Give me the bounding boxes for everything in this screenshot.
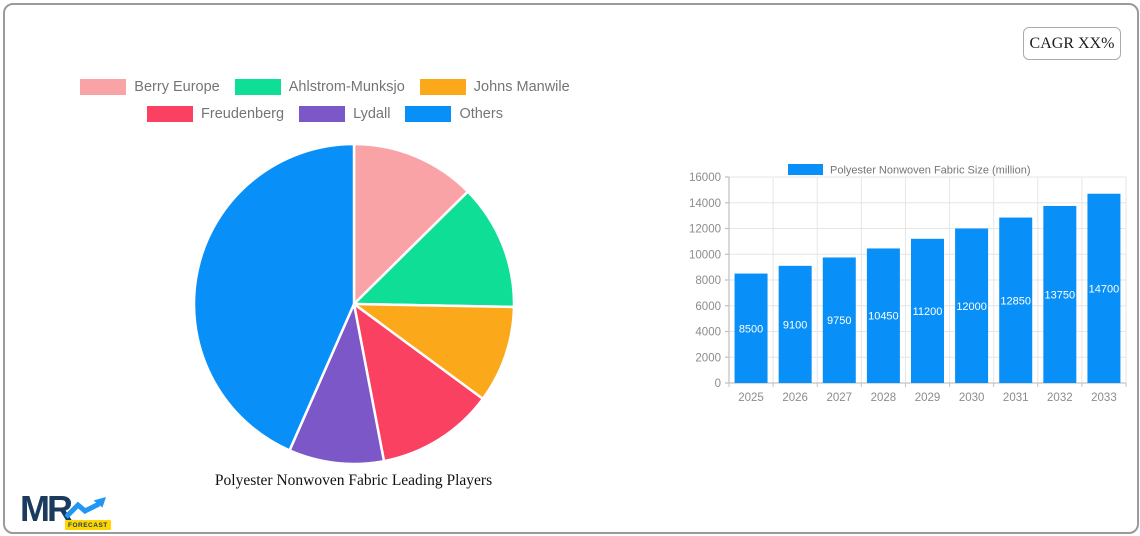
- legend-label: Others: [459, 106, 503, 122]
- logo-text-mr: MR: [20, 488, 73, 529]
- bar-value-label: 12850: [1000, 295, 1031, 307]
- y-tick-label: 4000: [695, 327, 721, 339]
- bar-value-label: 12000: [956, 301, 987, 313]
- legend-swatch: [405, 106, 452, 122]
- legend-label: Lydall: [353, 106, 391, 122]
- bar-value-label: 9100: [783, 319, 807, 331]
- bar-2033: [1087, 193, 1121, 383]
- y-tick-label: 12000: [689, 224, 721, 236]
- legend-label: Ahlstrom-Munksjo: [288, 79, 405, 95]
- bar-legend-swatch[interactable]: [788, 164, 823, 175]
- bar-value-label: 8500: [739, 323, 763, 335]
- cagr-button[interactable]: CAGR XX%: [1023, 27, 1121, 60]
- bar-value-label: 13750: [1045, 289, 1076, 301]
- legend-swatch: [419, 79, 466, 95]
- pie-slice-berry-europe: [352, 142, 470, 306]
- x-tick-label: 2027: [826, 392, 852, 404]
- y-tick-label: 8000: [695, 275, 721, 287]
- mr-forecast-logo: MR FORECAST: [20, 488, 111, 536]
- legend-item-lydall[interactable]: Lydall: [299, 106, 390, 122]
- bar-value-label: 11200: [913, 306, 943, 318]
- pie-legend-row: Berry Europe Ahlstrom-Munksjo Johns Manwil…: [80, 79, 570, 95]
- legend-item-johns-manwile[interactable]: Johns Manwile: [419, 79, 570, 95]
- bar-2026: [778, 265, 812, 383]
- y-tick-label: 6000: [695, 301, 721, 313]
- bar-2025: [734, 273, 768, 383]
- legend-swatch: [299, 106, 346, 122]
- pie-chart-title: Polyester Nonwoven Fabric Leading Player…: [214, 472, 493, 489]
- x-tick-label: 2028: [871, 392, 897, 404]
- legend-label: Freudenberg: [201, 106, 285, 122]
- bar-2031: [999, 217, 1033, 383]
- x-tick-label: 2026: [782, 392, 808, 404]
- bar-2028: [866, 248, 900, 383]
- y-tick-label: 0: [715, 378, 721, 390]
- y-tick-label: 10000: [689, 249, 721, 261]
- pie-slice-ahlstrom-munksjo: [352, 190, 516, 309]
- pie-slice-others: [192, 142, 356, 452]
- x-tick-label: 2030: [959, 392, 985, 404]
- bar-2027: [822, 257, 856, 383]
- x-tick-label: 2031: [1003, 392, 1029, 404]
- y-tick-label: 14000: [689, 198, 721, 210]
- y-tick-label: 2000: [695, 352, 721, 364]
- page-frame: CAGR XX% Berry Europe Ahlstrom-Munksjo Joh…: [3, 3, 1139, 534]
- pie-slice-lydall: [288, 302, 386, 466]
- x-tick-label: 2033: [1091, 392, 1117, 404]
- bar-value-label: 10450: [868, 311, 899, 323]
- y-tick-label: 16000: [689, 172, 721, 184]
- x-tick-label: 2032: [1047, 392, 1073, 404]
- legend-item-berry-europe[interactable]: Berry Europe: [80, 79, 220, 95]
- pie-slice-johns-manwile: [352, 302, 516, 401]
- legend-label: Berry Europe: [134, 79, 220, 95]
- x-tick-label: 2029: [915, 392, 941, 404]
- bar-2032: [1043, 205, 1077, 383]
- pie-slice-freudenberg: [352, 302, 485, 463]
- legend-swatch: [147, 106, 194, 122]
- pie-legend-row: Freudenberg Lydall Others: [147, 106, 503, 122]
- logo-badge-forecast: FORECAST: [65, 520, 111, 530]
- bar-legend-label[interactable]: Polyester Nonwoven Fabric Size (million): [830, 165, 1031, 177]
- legend-swatch: [80, 79, 127, 95]
- legend-item-ahlstrom-munksjo[interactable]: Ahlstrom-Munksjo: [234, 79, 405, 95]
- bar-chart: 0 2000 4000 6000 8000 10000 12000 14000 16000 850…: [689, 164, 1127, 404]
- bar-value-label: 14700: [1089, 283, 1120, 295]
- legend-swatch: [234, 79, 281, 95]
- trend-arrow-icon: [65, 497, 106, 519]
- legend-item-freudenberg[interactable]: Freudenberg: [147, 106, 284, 122]
- pie-chart: [192, 142, 516, 466]
- bar-value-label: 9750: [827, 315, 851, 327]
- legend-item-others[interactable]: Others: [405, 106, 503, 122]
- x-tick-label: 2025: [738, 392, 764, 404]
- legend-label: Johns Manwile: [473, 79, 570, 95]
- bar-2030: [955, 228, 989, 383]
- pie-legend: Berry Europe Ahlstrom-Munksjo Johns Manwil…: [5, 79, 645, 122]
- bar-2029: [911, 238, 944, 383]
